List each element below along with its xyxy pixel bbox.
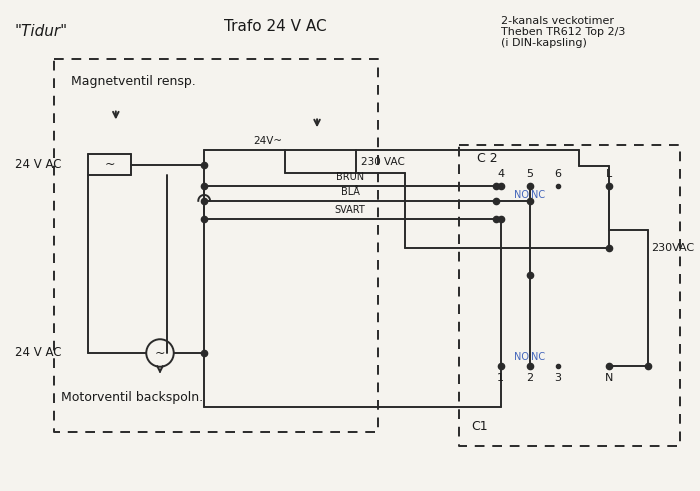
Text: Motorventil backspoln.: Motorventil backspoln. bbox=[61, 391, 203, 404]
Text: 24 V AC: 24 V AC bbox=[15, 158, 61, 171]
Text: L: L bbox=[606, 169, 612, 179]
Text: NO: NO bbox=[514, 190, 529, 200]
Text: "Tidur": "Tidur" bbox=[15, 24, 68, 39]
Text: NC: NC bbox=[531, 190, 545, 200]
Text: Trafo 24 V AC: Trafo 24 V AC bbox=[223, 19, 326, 34]
Text: (i DIN-kapsling): (i DIN-kapsling) bbox=[500, 38, 587, 48]
Text: C1: C1 bbox=[471, 420, 488, 433]
Text: NO: NO bbox=[514, 352, 529, 362]
Text: 6: 6 bbox=[554, 169, 561, 179]
Text: C 2: C 2 bbox=[477, 152, 498, 165]
Text: 2: 2 bbox=[526, 373, 533, 382]
Text: NC: NC bbox=[531, 352, 545, 362]
Text: 24 V AC: 24 V AC bbox=[15, 347, 61, 359]
Text: 24V~: 24V~ bbox=[253, 136, 283, 146]
Text: 1: 1 bbox=[497, 373, 504, 382]
Text: ~: ~ bbox=[155, 347, 165, 359]
Text: BLÅ: BLÅ bbox=[340, 187, 359, 197]
Text: 230 VAC: 230 VAC bbox=[361, 157, 405, 166]
Text: Theben TR612 Top 2/3: Theben TR612 Top 2/3 bbox=[500, 27, 625, 37]
Text: 4: 4 bbox=[497, 169, 504, 179]
Text: 2-kanals veckotimer: 2-kanals veckotimer bbox=[500, 16, 614, 27]
Text: 230VAC: 230VAC bbox=[651, 243, 694, 253]
Text: 5: 5 bbox=[526, 169, 533, 179]
Text: 3: 3 bbox=[554, 373, 561, 382]
Text: Magnetventil rensp.: Magnetventil rensp. bbox=[71, 75, 195, 87]
Text: SVART: SVART bbox=[335, 205, 365, 215]
Text: N: N bbox=[604, 373, 612, 382]
Text: BRUN: BRUN bbox=[336, 172, 364, 182]
Text: ~: ~ bbox=[104, 158, 115, 171]
